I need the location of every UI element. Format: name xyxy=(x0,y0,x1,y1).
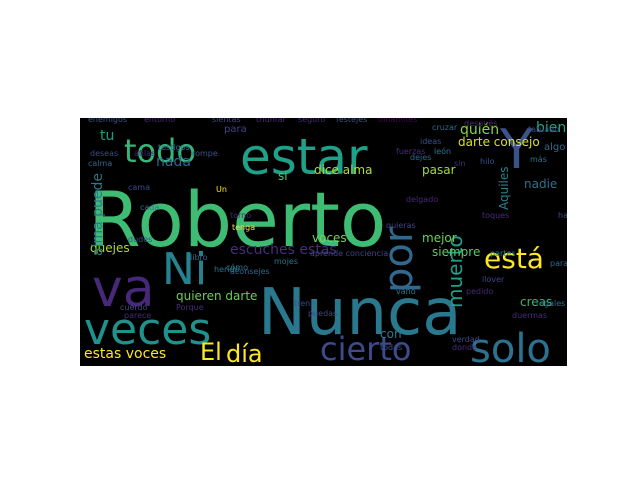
cloud-word: quieras xyxy=(386,221,416,230)
cloud-word: tu xyxy=(100,128,114,144)
cloud-word: si xyxy=(278,169,288,183)
cloud-word: algo xyxy=(544,142,565,153)
cloud-word: testigos xyxy=(158,143,190,152)
cloud-word: dejes xyxy=(410,153,431,162)
cloud-word: rompe xyxy=(192,149,218,158)
cloud-word: está xyxy=(484,242,544,275)
cloud-word: Un xyxy=(216,185,227,194)
cloud-word: Nunca xyxy=(258,276,461,350)
cloud-word: llover xyxy=(482,275,505,284)
cloud-word: torno xyxy=(230,211,251,220)
cloud-word: partes xyxy=(490,249,516,258)
cloud-word: cuerdo xyxy=(120,303,148,312)
cloud-word: muerto xyxy=(443,235,467,308)
cloud-word: calma xyxy=(88,159,112,168)
cloud-word: día xyxy=(226,340,263,366)
cloud-word: verdad xyxy=(452,335,480,344)
cloud-word: todas xyxy=(380,343,402,352)
cloud-word: afilas xyxy=(134,149,155,158)
cloud-word: pasar xyxy=(422,163,456,177)
cloud-word: libro xyxy=(190,253,208,262)
cloud-word: nadie xyxy=(524,177,557,191)
cloud-word: estar xyxy=(240,128,368,186)
cloud-word: cómo xyxy=(226,262,248,272)
cloud-word: parece xyxy=(124,311,151,320)
cloud-word: seguro xyxy=(298,118,325,124)
cloud-word: regales xyxy=(536,299,565,308)
cloud-word: delgado xyxy=(406,195,438,204)
cloud-word: entorno xyxy=(144,118,175,124)
cloud-word: duermas xyxy=(512,311,547,320)
cloud-word: cada xyxy=(140,203,159,212)
cloud-word: ideas xyxy=(420,137,441,146)
cloud-word: tenga xyxy=(232,223,255,232)
cloud-word: pedido xyxy=(466,287,493,296)
cloud-word: más xyxy=(530,155,547,164)
cloud-word: tren xyxy=(294,299,310,308)
cloud-word: para xyxy=(224,124,247,135)
cloud-word: va xyxy=(92,259,155,319)
cloud-word: Ni xyxy=(162,244,207,295)
cloud-word: darte consejo xyxy=(458,135,540,149)
cloud-word: fuerzas xyxy=(396,147,425,156)
cloud-word: estas voces xyxy=(84,346,166,362)
cloud-word: Porque xyxy=(176,303,204,312)
word-cloud-canvas: Roberto Nunca estar todo Yva Ni veces por está ci… xyxy=(84,118,567,366)
cloud-word: cama xyxy=(128,183,150,192)
cloud-word: aconsejes xyxy=(230,267,270,276)
cloud-word: triunfar xyxy=(256,118,287,124)
cloud-word: vano xyxy=(396,287,416,296)
cloud-word: quejes xyxy=(90,241,130,255)
cloud-word: bien xyxy=(536,120,566,136)
cloud-word: Aquiles xyxy=(497,166,511,210)
cloud-word: con xyxy=(380,327,402,341)
cloud-word: siempre xyxy=(432,245,480,259)
cloud-word: por xyxy=(376,226,422,293)
cloud-word: aprende conciencia xyxy=(310,249,388,258)
cloud-word: sientas xyxy=(212,118,241,124)
cloud-word: enemigos xyxy=(88,118,127,124)
cloud-word: toques xyxy=(482,211,509,220)
cloud-word: dice alma xyxy=(314,163,372,177)
cloud-word: dinamites xyxy=(378,118,418,124)
cloud-word: nada xyxy=(156,154,191,170)
cloud-word: mojes xyxy=(274,257,298,266)
cloud-word: dudes xyxy=(128,235,152,244)
cloud-word: herido xyxy=(214,265,240,274)
cloud-word: festejes xyxy=(336,118,367,124)
cloud-word: todo xyxy=(124,132,196,170)
cloud-word: hilo xyxy=(480,157,495,166)
cloud-word: solo xyxy=(470,326,551,366)
cloud-word: Roberto xyxy=(88,175,386,264)
cloud-word: león xyxy=(434,146,451,156)
cloud-word: Y xyxy=(499,118,534,181)
cloud-word: sin xyxy=(454,159,465,168)
cloud-word: voces xyxy=(312,231,347,245)
cloud-word: después xyxy=(464,118,497,128)
cloud-word: hay xyxy=(558,211,567,220)
cloud-word: quieren darte xyxy=(176,289,257,303)
cloud-word: puedas xyxy=(308,309,337,318)
cloud-word: deseas xyxy=(90,149,118,158)
cloud-word: alma puede xyxy=(90,173,106,256)
cloud-word: creas xyxy=(520,295,552,309)
cloud-word: cruzar xyxy=(432,123,458,132)
cloud-word: quién xyxy=(460,122,499,138)
cloud-word: paraguas xyxy=(550,259,567,268)
cloud-word: El xyxy=(200,338,222,366)
cloud-word: donde xyxy=(452,343,477,352)
cloud-word: mejor xyxy=(422,231,457,245)
cloud-word: tatuado xyxy=(528,125,559,134)
cloud-word: cierto xyxy=(320,330,411,366)
cloud-word: veces xyxy=(84,304,211,355)
cloud-word: escuches estas xyxy=(230,242,337,258)
